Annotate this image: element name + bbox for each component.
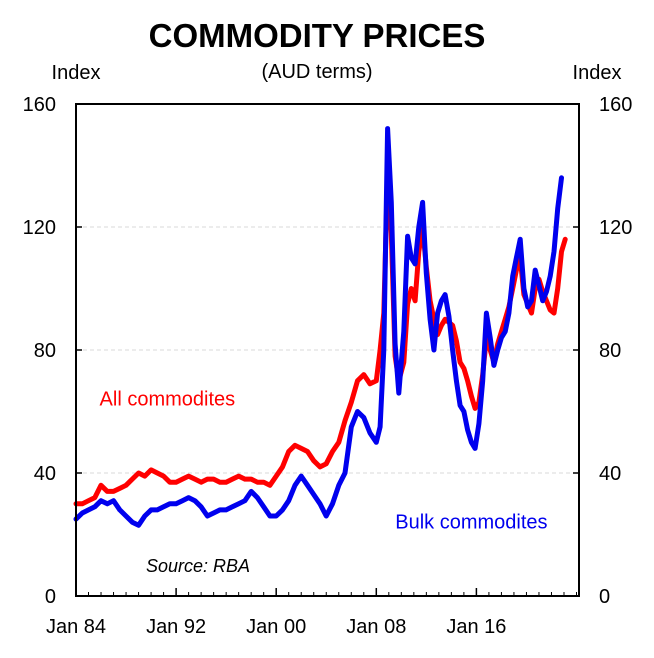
y-tick-label-right: 40 (599, 463, 621, 485)
y-axis-label-right: Index (573, 62, 622, 84)
series-line-all-commodites (73, 169, 568, 507)
y-tick-label-right: 0 (599, 586, 610, 608)
series-label: All commodites (100, 388, 236, 410)
y-axis-label-left: Index (52, 62, 101, 84)
series-label: Bulk commodites (395, 511, 547, 533)
y-ticks-left: 0 40 80 120 160 (23, 94, 82, 608)
x-tick-label: Jan 00 (246, 616, 306, 638)
series-line-bulk-commodites (73, 126, 564, 528)
y-tick-label-left: 40 (34, 463, 56, 485)
x-tick-label: Jan 16 (446, 616, 506, 638)
y-ticks-right: 0 40 80 120 160 (573, 94, 632, 608)
series-layer: All commodites Bulk commodites (73, 126, 568, 533)
gridlines (76, 226, 579, 474)
x-tick-label: Jan 08 (346, 616, 406, 638)
y-tick-label-left: 80 (34, 340, 56, 362)
chart-subtitle: (AUD terms) (261, 61, 372, 83)
y-tick-label-right: 160 (599, 94, 632, 116)
y-tick-label-left: 0 (45, 586, 56, 608)
chart-title: COMMODITY PRICES (149, 17, 486, 54)
source-note: Source: RBA (146, 556, 250, 576)
x-ticks: Jan 84 Jan 92 Jan 00 Jan 08 Jan 16 (46, 588, 577, 638)
y-tick-label-right: 80 (599, 340, 621, 362)
y-tick-label-left: 160 (23, 94, 56, 116)
x-tick-label: Jan 92 (146, 616, 206, 638)
y-tick-label-left: 120 (23, 217, 56, 239)
x-tick-label: Jan 84 (46, 616, 106, 638)
y-tick-label-right: 120 (599, 217, 632, 239)
